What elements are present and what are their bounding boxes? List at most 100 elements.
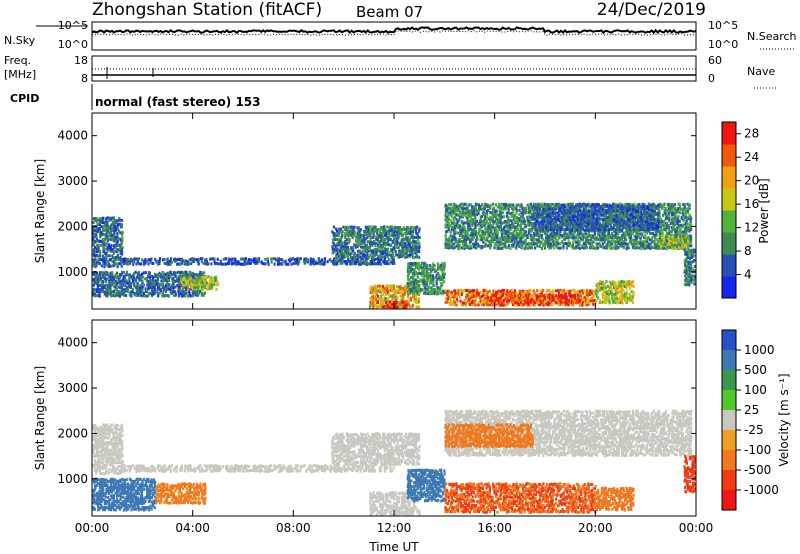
data-cell (539, 211, 542, 215)
data-cell (516, 217, 519, 221)
data-cell (513, 236, 516, 240)
data-cell (548, 238, 551, 242)
data-cell (452, 211, 455, 215)
data-cell (664, 209, 667, 213)
data-cell (487, 208, 490, 212)
data-cell (97, 222, 100, 226)
data-cell (357, 249, 360, 253)
data-cell (474, 240, 477, 244)
data-cell (287, 262, 290, 266)
data-cell (378, 284, 381, 288)
data-cell (355, 243, 358, 247)
data-cell (572, 217, 575, 221)
data-cell (518, 244, 521, 248)
data-cell (639, 236, 642, 240)
data-cell (603, 246, 606, 249)
data-cell (394, 234, 397, 237)
data-cell (115, 250, 118, 254)
data-cell (118, 248, 121, 252)
data-cell (372, 230, 375, 234)
data-cell (347, 250, 350, 253)
data-cell (108, 292, 111, 296)
data-cell (545, 242, 548, 246)
data-cell (323, 262, 326, 266)
data-cell (448, 221, 451, 225)
data-cell (507, 233, 510, 237)
data-cell (666, 226, 669, 230)
data-cell (523, 217, 526, 221)
data-cell (388, 262, 391, 266)
data-cell (615, 236, 619, 240)
data-cell (551, 236, 554, 240)
data-cell (474, 212, 477, 216)
data-cell (630, 225, 633, 229)
data-cell (339, 245, 342, 249)
data-cell (535, 228, 538, 232)
data-cell (111, 294, 114, 297)
data-cell (354, 231, 357, 235)
data-cell (472, 211, 475, 215)
data-cell (672, 217, 675, 221)
data-cell (609, 246, 612, 250)
data-cell (106, 290, 109, 294)
data-cell (471, 232, 474, 236)
data-cell (556, 240, 559, 244)
data-cell (666, 223, 669, 227)
data-cell (654, 242, 657, 246)
data-cell (453, 209, 457, 213)
data-cell (575, 205, 578, 209)
data-cell (376, 229, 379, 233)
data-cell (508, 203, 511, 207)
data-cell (576, 224, 579, 228)
data-cell (171, 272, 174, 276)
data-cell (446, 225, 449, 229)
data-cell (466, 230, 469, 233)
data-cell (374, 303, 377, 307)
data-cell (675, 242, 678, 246)
data-cell (537, 222, 540, 226)
data-cell (399, 229, 402, 233)
data-cell (452, 236, 455, 240)
data-cell (290, 258, 293, 262)
data-cell (106, 264, 109, 268)
data-cell (410, 230, 413, 234)
data-cell (480, 215, 483, 219)
data-cell (499, 219, 502, 223)
data-cell (406, 249, 409, 253)
data-cell (103, 233, 106, 237)
data-cell (199, 290, 202, 294)
data-cell (176, 283, 179, 287)
data-cell (689, 238, 692, 241)
data-cell (104, 279, 108, 283)
data-cell (485, 203, 488, 207)
data-cell (591, 211, 594, 215)
data-cell (365, 263, 369, 266)
data-cell (427, 289, 430, 293)
data-cell (232, 261, 235, 265)
data-cell (369, 236, 372, 240)
data-cell (490, 216, 493, 220)
data-cell (380, 294, 383, 298)
data-cell (642, 244, 645, 248)
data-cell (392, 293, 395, 297)
data-cell (98, 239, 101, 243)
data-cell (565, 222, 568, 226)
data-cell (367, 225, 370, 229)
data-cell (211, 277, 214, 281)
data-cell (462, 207, 465, 210)
data-cell (376, 238, 380, 242)
data-cell (549, 205, 552, 209)
data-cell (92, 271, 95, 275)
data-cell (188, 282, 191, 285)
data-cell (480, 225, 483, 229)
data-cell (516, 240, 519, 244)
data-cell (350, 250, 353, 254)
data-cell (533, 233, 537, 237)
data-cell (451, 211, 454, 215)
data-cell (131, 288, 134, 291)
data-cell (361, 233, 364, 237)
data-cell (366, 257, 369, 261)
data-cell (453, 207, 456, 211)
data-cell (210, 276, 213, 280)
data-cell (180, 277, 183, 281)
